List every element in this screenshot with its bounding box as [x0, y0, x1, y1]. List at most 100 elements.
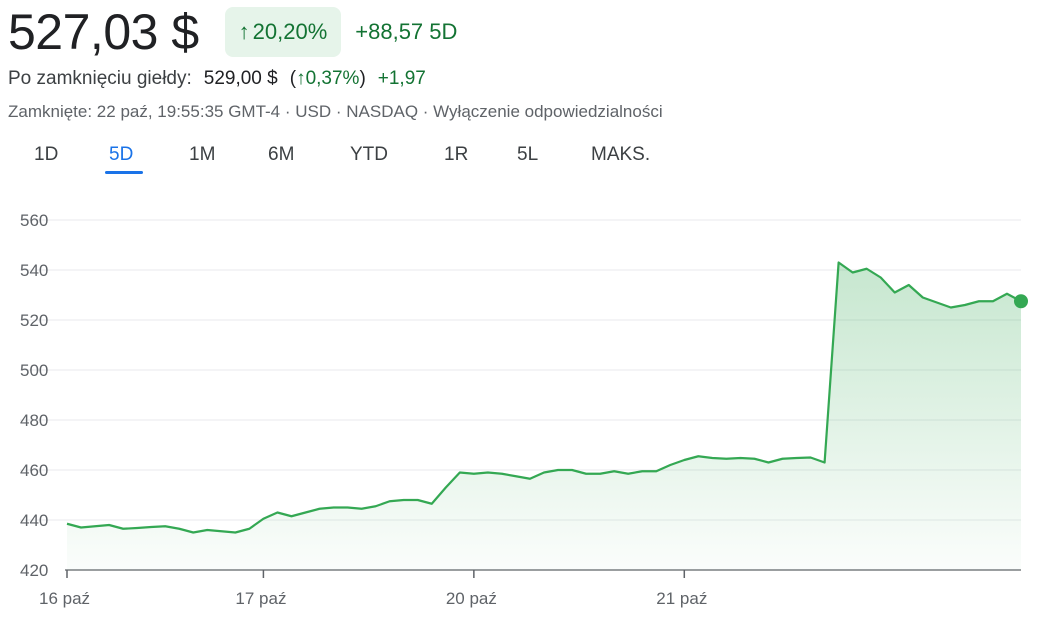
price-point: [276, 512, 278, 514]
price-point: [290, 515, 292, 517]
price-point: [810, 457, 812, 459]
price-point: [220, 530, 222, 532]
price-point: [319, 508, 321, 510]
price-point: [122, 528, 124, 530]
price-point: [164, 525, 166, 527]
tab-maks[interactable]: MAKS.: [591, 144, 651, 165]
change-absolute: +88,57 5D: [355, 19, 458, 44]
price-line: [66, 261, 1022, 534]
price-point: [655, 470, 657, 472]
price-point: [389, 500, 391, 502]
x-tick-label: 16 paź: [39, 589, 90, 608]
after-hours-percent-value: 0,37%: [305, 68, 360, 89]
y-tick-label: 480: [20, 411, 48, 430]
price-point: [178, 528, 180, 530]
price-point: [445, 487, 447, 489]
price-point: [94, 525, 96, 527]
after-hours-open-paren: (: [289, 68, 297, 89]
price-point: [641, 470, 643, 472]
price-point: [627, 473, 629, 475]
y-tick-label: 540: [20, 261, 48, 280]
price-point: [501, 473, 503, 475]
price-point: [725, 458, 727, 460]
y-tick-label: 500: [20, 361, 48, 380]
y-tick-label: 560: [20, 211, 48, 230]
price-point: [417, 499, 419, 501]
price-header: 527,03 $ ↑ 20,20% +88,57 5D: [8, 2, 457, 62]
price-point: [585, 473, 587, 475]
market-status-meta: Zamknięte: 22 paź, 19:55:35 GMT-4 · USD …: [8, 102, 663, 122]
x-tick-label: 20 paź: [446, 589, 497, 608]
price-point: [529, 478, 531, 480]
price-point: [403, 499, 405, 501]
arrow-up-icon: ↑: [296, 68, 306, 89]
price-point: [305, 512, 307, 514]
current-price: 527,03 $: [8, 4, 199, 60]
price-point: [669, 464, 671, 466]
price-point: [543, 472, 545, 474]
price-point: [852, 272, 854, 274]
price-point: [262, 518, 264, 520]
tab-ytd[interactable]: YTD: [350, 144, 388, 165]
change-percent-badge: ↑ 20,20%: [224, 7, 342, 57]
after-hours-change: +1,97: [377, 68, 426, 89]
price-point: [375, 505, 377, 507]
y-tick-label: 460: [20, 461, 48, 480]
price-point: [767, 462, 769, 464]
tab-1r[interactable]: 1R: [444, 144, 469, 165]
tab-6m[interactable]: 6M: [268, 144, 295, 165]
x-tick-label: 17 paź: [235, 589, 286, 608]
price-point: [192, 532, 194, 534]
price-point: [950, 307, 952, 309]
price-point: [80, 527, 82, 529]
price-point: [599, 473, 601, 475]
price-area-fill: [67, 262, 1021, 570]
price-point: [515, 475, 517, 477]
price-point: [66, 523, 68, 525]
price-point: [108, 524, 110, 526]
price-point: [838, 262, 840, 264]
tab-5d[interactable]: 5D: [109, 144, 134, 165]
market-status-text: Zamknięte: 22 paź, 19:55:35 GMT-4 · USD …: [8, 102, 663, 121]
price-point: [753, 458, 755, 460]
price-point: [333, 507, 335, 509]
last-price-dot: [1014, 294, 1028, 309]
price-point: [922, 297, 924, 299]
price-chart[interactable]: 420 440 460 480 500 520 540 560 16 paź 17 paź 20 p…: [0, 196, 1040, 628]
price-point: [739, 457, 741, 459]
price-point: [473, 473, 475, 475]
price-point: [908, 284, 910, 286]
price-point: [613, 470, 615, 472]
price-point: [248, 528, 250, 530]
price-point: [234, 532, 236, 534]
tab-1m[interactable]: 1M: [189, 144, 216, 165]
price-point: [894, 292, 896, 294]
x-tick-label: 21 paź: [656, 589, 707, 608]
price-point: [487, 472, 489, 474]
after-hours-row: Po zamknięciu giełdy: 529,00 $ (↑0,37%) …: [8, 68, 426, 90]
price-point: [711, 457, 713, 459]
price-point: [683, 459, 685, 461]
tab-5l[interactable]: 5L: [517, 144, 539, 165]
after-hours-price: 529,00 $: [203, 68, 278, 89]
y-tick-label: 440: [20, 511, 48, 530]
after-hours-close-paren: ): [359, 68, 366, 89]
after-hours-percent: (↑0,37%): [290, 68, 366, 90]
arrow-up-icon: ↑: [238, 19, 250, 44]
price-point: [964, 304, 966, 306]
price-point: [206, 529, 208, 531]
price-point: [1006, 293, 1008, 295]
active-tab-indicator: [105, 171, 143, 174]
tab-1d[interactable]: 1D: [34, 144, 59, 165]
price-point: [136, 527, 138, 529]
price-point: [782, 458, 784, 460]
price-point: [880, 277, 882, 279]
price-point: [978, 300, 980, 302]
price-point: [571, 469, 573, 471]
price-point: [697, 455, 699, 457]
price-point: [796, 457, 798, 459]
y-tick-label: 520: [20, 311, 48, 330]
price-point: [431, 503, 433, 505]
price-point: [347, 507, 349, 509]
price-point: [150, 526, 152, 528]
